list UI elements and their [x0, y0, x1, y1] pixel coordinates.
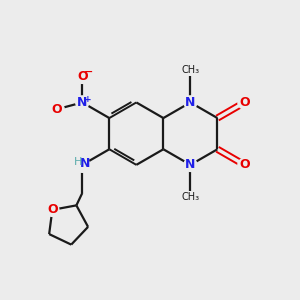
Circle shape	[51, 103, 64, 116]
Text: O: O	[78, 70, 88, 83]
Circle shape	[184, 158, 197, 171]
Text: +: +	[84, 95, 92, 104]
Text: O: O	[47, 203, 58, 216]
Circle shape	[238, 158, 251, 171]
Circle shape	[46, 203, 59, 216]
Circle shape	[238, 96, 251, 109]
Circle shape	[184, 96, 197, 109]
Circle shape	[75, 158, 90, 172]
Text: O: O	[239, 96, 250, 109]
Text: N: N	[185, 96, 196, 109]
Text: H: H	[74, 158, 82, 167]
Circle shape	[76, 70, 89, 83]
Text: N: N	[80, 158, 91, 170]
Text: N: N	[185, 158, 196, 171]
Text: −: −	[84, 67, 94, 76]
Text: CH₃: CH₃	[181, 192, 200, 202]
Text: O: O	[239, 158, 250, 171]
Circle shape	[76, 96, 89, 109]
Text: N: N	[77, 96, 88, 109]
Text: O: O	[51, 103, 62, 116]
Text: CH₃: CH₃	[181, 65, 200, 75]
